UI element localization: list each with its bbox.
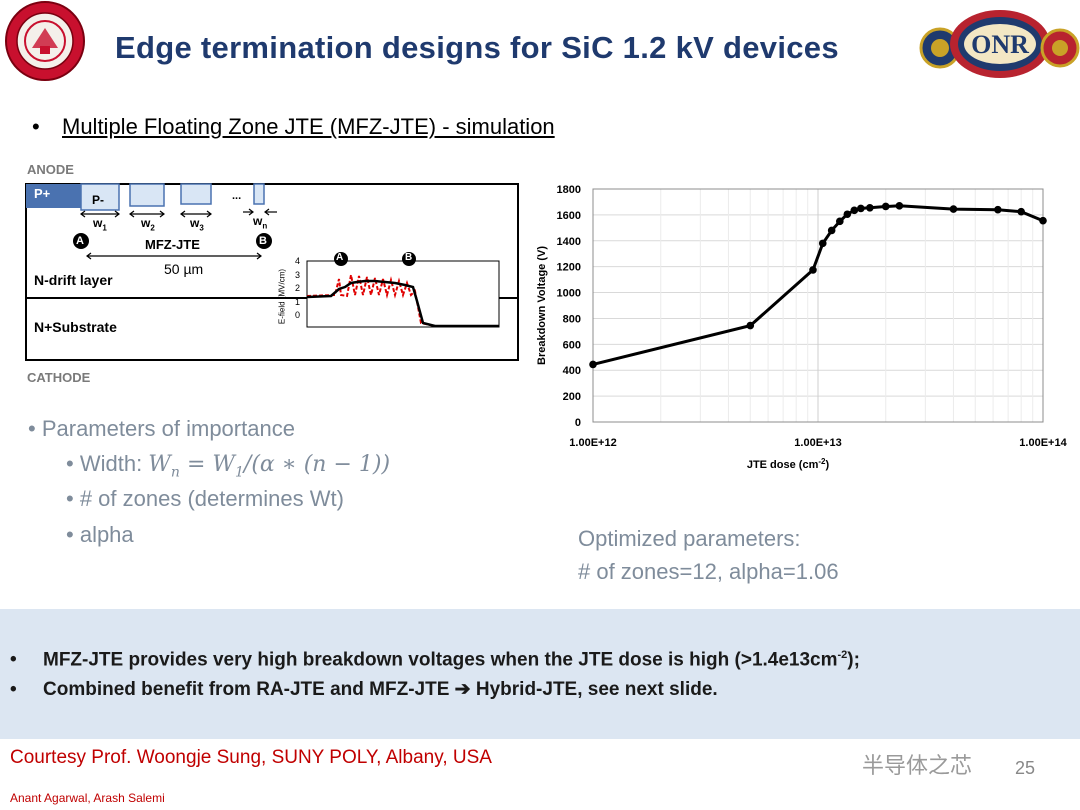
onr-logo: ONR xyxy=(918,6,1080,80)
watermark-text: 半导体之芯 xyxy=(862,748,972,780)
w1-label: w1 xyxy=(93,216,107,232)
data-point xyxy=(851,207,859,215)
w2-label: w2 xyxy=(141,216,155,232)
data-point xyxy=(994,206,1002,214)
data-point xyxy=(857,205,865,213)
y-tick-label: 1400 xyxy=(557,236,581,248)
summary-line-1: • MFZ-JTE provides very high breakdown vo… xyxy=(10,649,860,671)
data-point xyxy=(1017,208,1025,216)
cathode-label: CATHODE xyxy=(27,370,90,385)
p-plus-label: P+ xyxy=(34,186,50,201)
data-point xyxy=(896,202,904,210)
y-tick-label: 1000 xyxy=(557,288,581,300)
x-axis-label: JTE dose (cm-2) xyxy=(747,457,830,471)
y-tick-label: 0 xyxy=(575,417,581,429)
svg-text:ONR: ONR xyxy=(971,30,1029,59)
y-tick-label: 1200 xyxy=(557,262,581,274)
params-heading-row: • Parameters of importance xyxy=(28,416,295,442)
y-axis-label: Breakdown Voltage (V) xyxy=(536,246,548,365)
summary-band: • MFZ-JTE provides very high breakdown vo… xyxy=(0,609,1080,739)
inset-y-label: E-field (MV/cm) xyxy=(278,257,287,337)
y-tick-label: 800 xyxy=(563,313,581,325)
ellipsis-label: ... xyxy=(232,190,241,202)
data-point xyxy=(809,266,817,274)
data-point xyxy=(950,205,958,213)
y-tick-label: 400 xyxy=(563,365,581,377)
page-number: 25 xyxy=(1015,758,1035,779)
y-tick-label: 600 xyxy=(563,339,581,351)
optimized-line-1: Optimized parameters: xyxy=(578,522,839,555)
heading-bullet: • xyxy=(32,114,62,140)
inset-marker-a: A xyxy=(336,252,343,263)
data-point xyxy=(866,204,874,212)
x-tick-label: 1.00E+14 xyxy=(1019,437,1067,449)
data-point xyxy=(844,210,852,218)
alpha-param-row: • alpha xyxy=(66,522,134,548)
drift-layer-label: N-drift layer xyxy=(34,272,113,288)
slide-title: Edge termination designs for SiC 1.2 kV … xyxy=(115,30,839,66)
y-tick-label: 1800 xyxy=(557,184,581,196)
w3-label: w3 xyxy=(190,216,204,232)
data-point xyxy=(589,361,597,369)
optimized-parameters: Optimized parameters: # of zones=12, alp… xyxy=(578,522,839,588)
params-heading: Parameters of importance xyxy=(42,416,295,441)
data-point xyxy=(1039,217,1047,225)
marker-b: B xyxy=(259,235,267,247)
courtesy-text: Courtesy Prof. Woongje Sung, SUNY POLY, … xyxy=(10,747,492,769)
breakdown-voltage-chart: 0 200 400 600 800 1000 1200 1400 1600 1800 1.00E+1… xyxy=(525,175,1080,485)
optimized-line-2: # of zones=12, alpha=1.06 xyxy=(578,555,839,588)
data-point xyxy=(819,240,827,248)
width-param-row: • Width: Wn = W1/(α ∗ (n − 1)) xyxy=(66,451,390,480)
anode-label: ANODE xyxy=(27,162,74,177)
ohio-state-seal-logo xyxy=(4,0,86,82)
x-tick-label: 1.00E+12 xyxy=(569,437,616,449)
efield-inset xyxy=(307,252,499,327)
summary-line-2: • Combined benefit from RA-JTE and MFZ-JT… xyxy=(10,678,718,701)
data-point xyxy=(746,322,754,330)
substrate-label: N+Substrate xyxy=(34,319,117,335)
section-heading: • Multiple Floating Zone JTE (MFZ-JTE) - … xyxy=(32,114,555,140)
wn-label: wn xyxy=(253,214,267,230)
authors-text: Anant Agarwal, Arash Salemi xyxy=(10,791,165,805)
length-label: 50 µm xyxy=(164,261,203,277)
p-minus-region-n xyxy=(254,184,264,204)
y-tick-label: 200 xyxy=(563,391,581,403)
y-tick-label: 1600 xyxy=(557,210,581,222)
data-point xyxy=(882,203,890,211)
p-minus-region-3 xyxy=(181,184,211,204)
width-formula: Wn = W1/(α ∗ (n − 1)) xyxy=(148,452,390,477)
data-point xyxy=(836,218,844,226)
x-tick-label: 1.00E+13 xyxy=(794,437,841,449)
p-minus-region-2 xyxy=(130,184,164,206)
inset-marker-b: B xyxy=(405,252,412,263)
p-minus-label: P- xyxy=(92,193,104,207)
heading-text: Multiple Floating Zone JTE (MFZ-JTE) - s… xyxy=(62,114,555,139)
mfz-jte-label: MFZ-JTE xyxy=(145,237,200,252)
data-point xyxy=(828,227,836,235)
zones-param-row: • # of zones (determines Wt) xyxy=(66,486,344,512)
marker-a: A xyxy=(76,235,84,247)
